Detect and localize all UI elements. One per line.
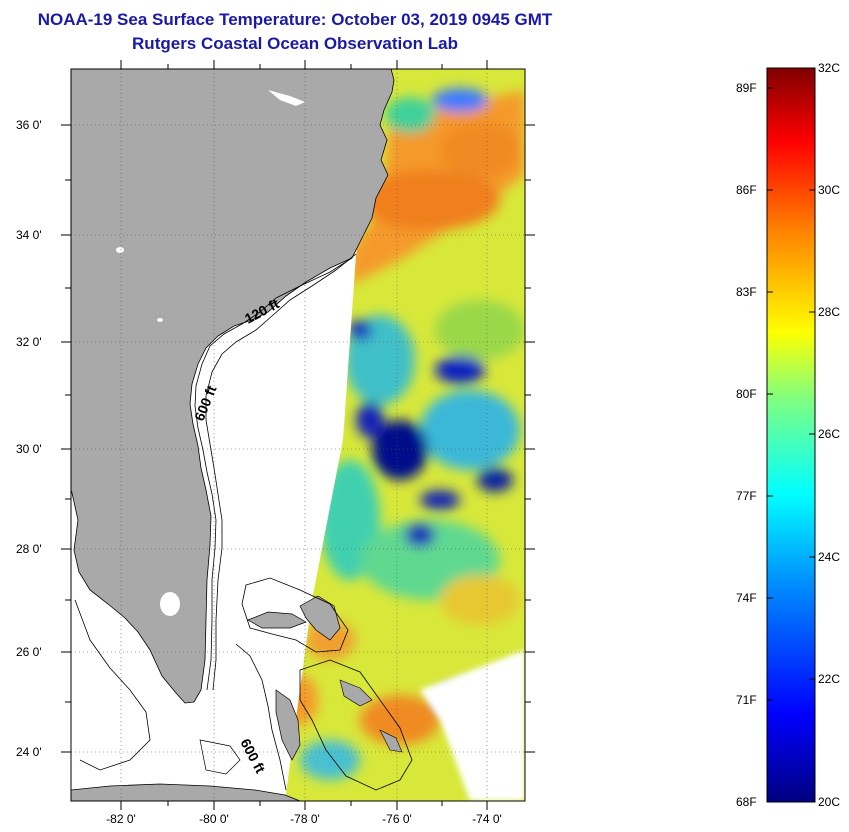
sound-albemarle (268, 90, 305, 106)
lat-label-30: 30 0' (16, 442, 42, 456)
colorbar-label-26c: 26C (818, 427, 841, 441)
lon-label-78: -78 0' (290, 812, 320, 826)
bahamas-grand-bahama (247, 611, 307, 629)
colorbar-label-32c: 32C (818, 61, 841, 75)
colorbar-label-83f: 83F (736, 285, 757, 299)
colorbar-label-22c: 22C (818, 672, 841, 686)
colorbar-label-71f: 71F (736, 693, 757, 707)
colorbar-label-86f: 86F (736, 183, 757, 197)
lat-label-32: 32 0' (16, 335, 42, 349)
colorbar-label-20c: 20C (818, 795, 841, 809)
colorbar (766, 67, 816, 803)
bahamas-exuma (379, 729, 403, 753)
colorbar-label-24c: 24C (818, 550, 841, 564)
cuba-land (71, 783, 301, 801)
colorbar-label-89f: 89F (736, 81, 757, 95)
colorbar-label-68f: 68F (736, 795, 757, 809)
contour-120ft (194, 257, 353, 691)
colorbar-label-80f: 80F (736, 387, 757, 401)
sst-swath (285, 69, 525, 801)
contour-gulf (74, 599, 151, 771)
contour-great-bahama-bank (299, 659, 413, 791)
lat-label-34: 34 0' (16, 228, 42, 242)
map-subtitle: Rutgers Coastal Ocean Observation Lab (132, 34, 458, 53)
lake-okeechobee (160, 592, 180, 616)
colorbar-ticks (767, 87, 815, 701)
contour-600ft-south (235, 643, 287, 791)
lon-label-76: -76 0' (382, 812, 412, 826)
bahamas-andros (275, 689, 301, 761)
bahamas-abaco (299, 595, 341, 641)
lat-label-28: 28 0' (16, 542, 42, 556)
map-ticks (61, 60, 535, 810)
lat-label-24: 24 0' (16, 745, 42, 759)
colorbar-label-28c: 28C (818, 305, 841, 319)
colorbar-label-77f: 77F (736, 489, 757, 503)
bahamas-eleuthera (339, 679, 373, 707)
lon-label-82: -82 0' (106, 812, 136, 826)
contour-600ft (205, 253, 357, 691)
lat-label-26: 26 0' (16, 645, 42, 659)
map-frame (70, 68, 526, 802)
map-title: NOAA-19 Sea Surface Temperature: October… (37, 10, 553, 29)
us-land (71, 69, 395, 704)
colorbar-label-30c: 30C (818, 183, 841, 197)
contour-bahama-bank (241, 577, 349, 653)
colorbar-label-74f: 74F (736, 591, 757, 605)
lat-label-36: 36 0' (16, 118, 42, 132)
lon-label-74: -74 0' (472, 812, 502, 826)
lon-label-80: -80 0' (199, 812, 229, 826)
